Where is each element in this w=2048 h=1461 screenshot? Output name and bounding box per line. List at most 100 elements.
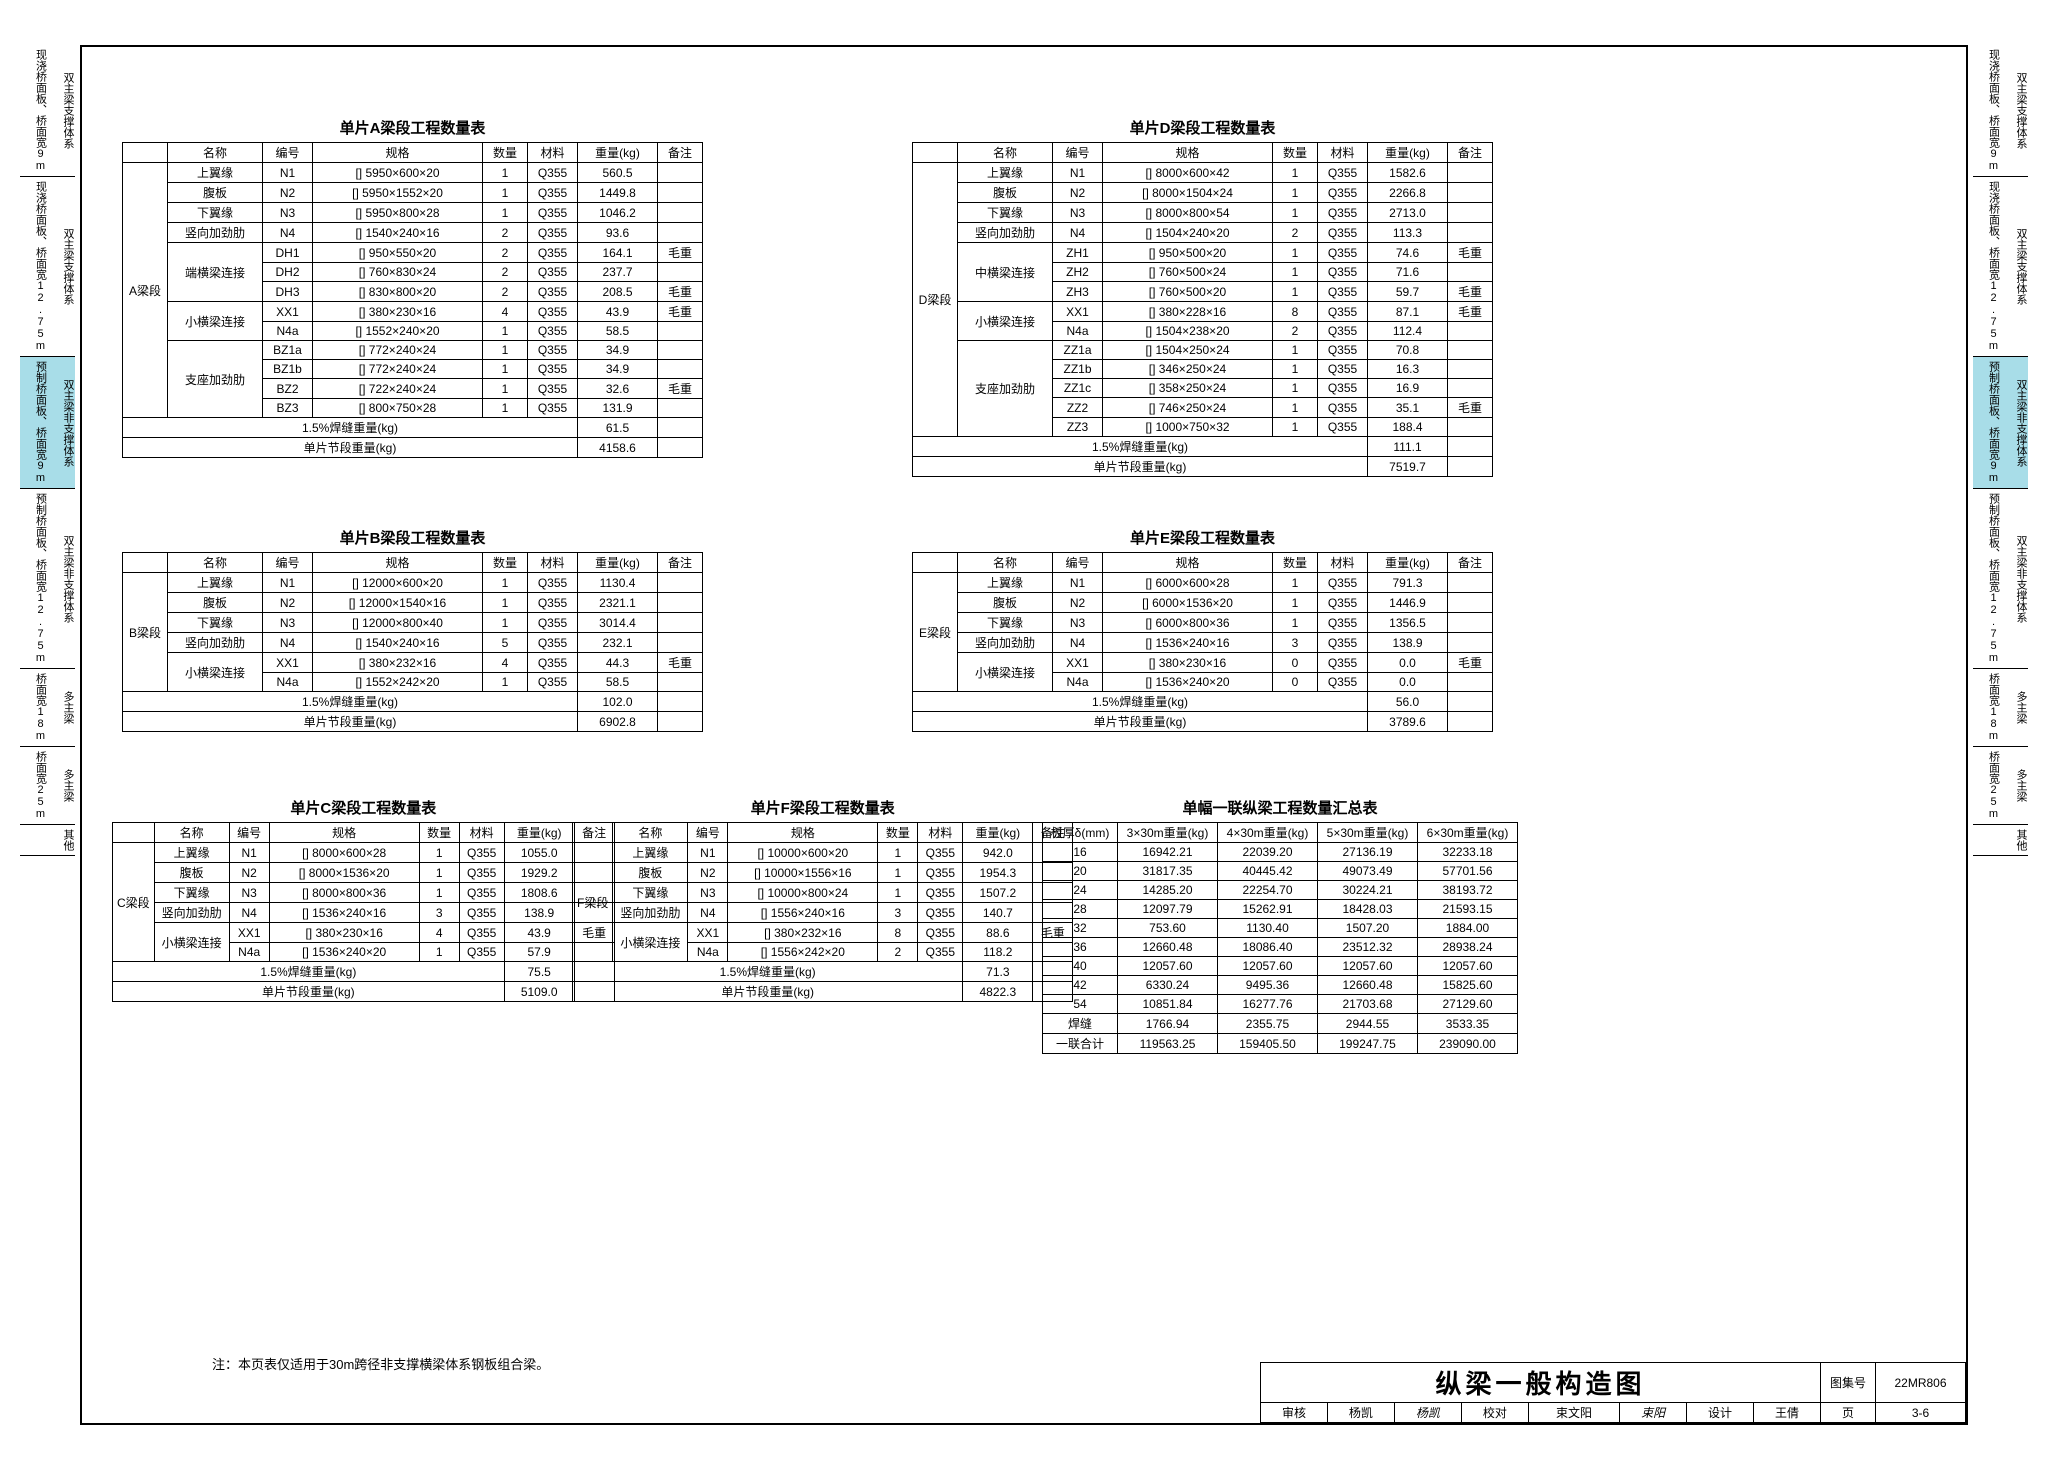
col-header: 材料 — [528, 553, 578, 573]
cell: Q355 — [528, 263, 578, 282]
cell: 1 — [483, 593, 528, 613]
cell: ZZ1c — [1053, 379, 1103, 398]
cell: 1929.2 — [504, 863, 574, 883]
cell: 942.0 — [963, 843, 1033, 863]
table-row: 小横梁连接XX1[] 380×232×168Q35588.6毛重 — [573, 923, 1073, 943]
group-name: 竖向加劲肋 — [958, 223, 1053, 243]
cell: 0.0 — [1368, 673, 1448, 692]
cell: 22039.20 — [1218, 843, 1318, 862]
total-value: 4822.3 — [963, 982, 1033, 1002]
cell: 12097.79 — [1118, 900, 1218, 919]
table-row: 下翼缘N3[] 8000×800×361Q3551808.6 — [113, 883, 615, 903]
cell: [] 722×240×24 — [313, 379, 483, 399]
cell: 1 — [1273, 183, 1318, 203]
table-row: 腹板N2[] 8000×1536×201Q3551929.2 — [113, 863, 615, 883]
cell: 57.9 — [504, 943, 574, 962]
cell: 2 — [483, 282, 528, 302]
cell: N4a — [263, 673, 313, 692]
cell: 1 — [483, 573, 528, 593]
cell: 20 — [1043, 862, 1118, 881]
col-header: 规格 — [313, 553, 483, 573]
cell: 1766.94 — [1118, 1014, 1218, 1034]
col-header: 名称 — [613, 823, 688, 843]
cell: 1 — [1273, 398, 1318, 418]
group-name: 下翼缘 — [958, 203, 1053, 223]
cell: [] 380×230×16 — [269, 923, 419, 943]
cell — [658, 223, 703, 243]
table-title: 单片C梁段工程数量表 — [112, 797, 615, 818]
table-row: 腹板N2[] 10000×1556×161Q3551954.3 — [573, 863, 1073, 883]
table-row: 3612660.4818086.4023512.3228938.24 — [1043, 938, 1518, 957]
table-row: D梁段上翼缘N1[] 8000×600×421Q3551582.6 — [913, 163, 1493, 183]
cell: 4 — [419, 923, 459, 943]
cell: Q355 — [528, 183, 578, 203]
summary-title: 单幅一联纵梁工程数量汇总表 — [1042, 797, 1518, 818]
total-value: 7519.7 — [1368, 457, 1448, 477]
right-side-tabs: 现浇桥面板、桥面宽9m双主梁支撑体系现浇桥面板、桥面宽12.75m双主梁支撑体系… — [1973, 45, 2028, 856]
cell: 1 — [1273, 243, 1318, 263]
segment-cell: D梁段 — [913, 163, 958, 437]
cell: N1 — [1053, 573, 1103, 593]
cell: 131.9 — [578, 399, 658, 418]
table-row: 小横梁连接XX1[] 380×232×164Q35544.3毛重 — [123, 653, 703, 673]
cell — [1448, 593, 1493, 613]
cell — [658, 341, 703, 360]
cell — [1448, 613, 1493, 633]
side-tab: 桥面宽25m多主梁 — [1973, 747, 2028, 825]
corner — [123, 553, 168, 573]
group-name: 中横梁连接 — [958, 243, 1053, 302]
table-row: 2031817.3540445.4249073.4957701.56 — [1043, 862, 1518, 881]
table-row: E梁段上翼缘N1[] 6000×600×281Q355791.3 — [913, 573, 1493, 593]
side-tab: 现浇桥面板、桥面宽9m双主梁支撑体系 — [1973, 45, 2028, 177]
cell: 30224.21 — [1318, 881, 1418, 900]
side-tab: 预制桥面板、桥面宽12.75m双主梁非支撑体系 — [1973, 489, 2028, 669]
cell: 1582.6 — [1368, 163, 1448, 183]
cell: 34.9 — [578, 360, 658, 379]
corner — [573, 823, 613, 843]
cell: N2 — [263, 593, 313, 613]
cell: Q355 — [528, 360, 578, 379]
col-header: 规格 — [728, 823, 878, 843]
cell: [] 8000×800×54 — [1103, 203, 1273, 223]
cell: 34.9 — [578, 341, 658, 360]
cell: [] 1552×240×20 — [313, 322, 483, 341]
cell: 14285.20 — [1118, 881, 1218, 900]
cell: 1 — [483, 673, 528, 692]
cell — [1448, 203, 1493, 223]
table-row: B梁段上翼缘N1[] 12000×600×201Q3551130.4 — [123, 573, 703, 593]
summary-table: 板厚δ(mm)3×30m重量(kg)4×30m重量(kg)5×30m重量(kg)… — [1042, 822, 1518, 1054]
cell — [658, 573, 703, 593]
cell — [658, 360, 703, 379]
cell: 1 — [1273, 341, 1318, 360]
cell: 12057.60 — [1218, 957, 1318, 976]
weld-label: 1.5%焊缝重量(kg) — [573, 962, 963, 982]
cell: 1 — [1273, 263, 1318, 282]
table-row: 1616942.2122039.2027136.1932233.18 — [1043, 843, 1518, 862]
cell — [658, 399, 703, 418]
group-name: 下翼缘 — [168, 613, 263, 633]
cell: [] 8000×600×28 — [269, 843, 419, 863]
cell: 1 — [483, 399, 528, 418]
cell: 毛重 — [1448, 282, 1493, 302]
cell: 0 — [1273, 653, 1318, 673]
cell: Q355 — [1318, 673, 1368, 692]
cell: N3 — [263, 203, 313, 223]
cell: 28938.24 — [1418, 938, 1518, 957]
cell: Q355 — [528, 243, 578, 263]
quantity-table: 名称编号规格数量材料重量(kg)备注A梁段上翼缘N1[] 5950×600×20… — [122, 142, 703, 458]
group-name: 竖向加劲肋 — [958, 633, 1053, 653]
cell: 32233.18 — [1418, 843, 1518, 862]
cell: Q355 — [1318, 163, 1368, 183]
cell: ZZ3 — [1053, 418, 1103, 437]
table-f: 单片F梁段工程数量表名称编号规格数量材料重量(kg)备注F梁段上翼缘N1[] 1… — [572, 797, 1073, 1002]
cell: 毛重 — [658, 302, 703, 322]
cell: 4 — [483, 302, 528, 322]
table-row: 下翼缘N3[] 10000×800×241Q3551507.2 — [573, 883, 1073, 903]
cell: [] 380×230×16 — [313, 302, 483, 322]
s1: 杨凯 — [1394, 1403, 1461, 1423]
col-header: 规格 — [313, 143, 483, 163]
cell — [1448, 263, 1493, 282]
side-tab: 桥面宽25m多主梁 — [20, 747, 75, 825]
cell: Q355 — [1318, 223, 1368, 243]
cell: 9495.36 — [1218, 976, 1318, 995]
